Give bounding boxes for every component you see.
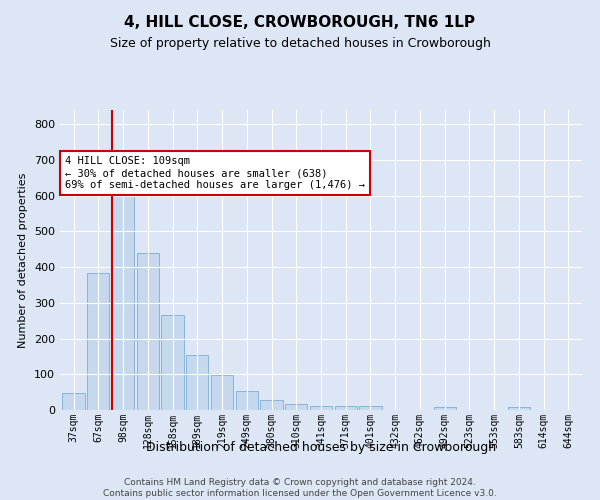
Bar bbox=[161, 316, 184, 410]
Text: Size of property relative to detached houses in Crowborough: Size of property relative to detached ho… bbox=[110, 38, 490, 51]
Bar bbox=[359, 406, 382, 410]
Bar bbox=[310, 406, 332, 410]
Text: Contains HM Land Registry data © Crown copyright and database right 2024.
Contai: Contains HM Land Registry data © Crown c… bbox=[103, 478, 497, 498]
Bar bbox=[335, 406, 357, 410]
Bar bbox=[434, 407, 456, 410]
Text: Distribution of detached houses by size in Crowborough: Distribution of detached houses by size … bbox=[146, 441, 496, 454]
Text: 4, HILL CLOSE, CROWBOROUGH, TN6 1LP: 4, HILL CLOSE, CROWBOROUGH, TN6 1LP bbox=[125, 15, 476, 30]
Bar bbox=[112, 187, 134, 410]
Bar bbox=[137, 253, 159, 410]
Bar bbox=[62, 393, 85, 410]
Bar bbox=[236, 392, 258, 410]
Bar bbox=[285, 404, 307, 410]
Bar bbox=[508, 407, 530, 410]
Text: 4 HILL CLOSE: 109sqm
← 30% of detached houses are smaller (638)
69% of semi-deta: 4 HILL CLOSE: 109sqm ← 30% of detached h… bbox=[65, 156, 365, 190]
Y-axis label: Number of detached properties: Number of detached properties bbox=[19, 172, 28, 348]
Bar bbox=[211, 376, 233, 410]
Bar bbox=[260, 400, 283, 410]
Bar bbox=[186, 354, 208, 410]
Bar bbox=[87, 272, 109, 410]
